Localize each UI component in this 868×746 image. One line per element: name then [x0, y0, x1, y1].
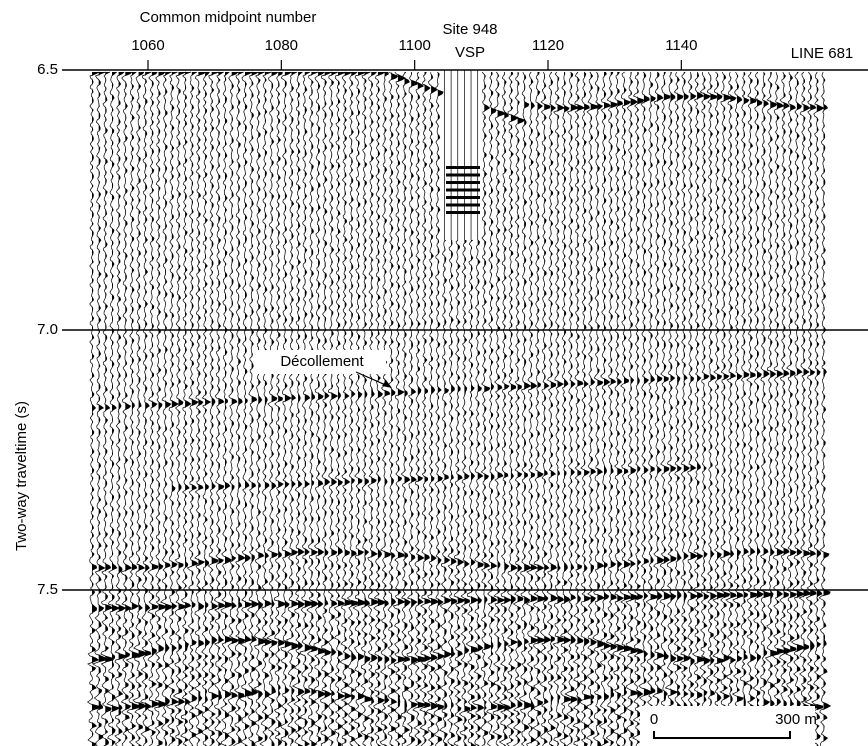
trace — [639, 72, 652, 746]
chart: Common midpoint number Site 948 VSP LINE… — [0, 0, 868, 746]
y-tick-label: 7.5 — [37, 581, 58, 598]
trace — [580, 72, 591, 746]
trace-fill — [345, 72, 354, 746]
vsp-band — [446, 174, 480, 177]
trace — [401, 72, 410, 746]
line-label: LINE 681 — [791, 45, 854, 62]
trace — [732, 72, 743, 746]
trace — [426, 72, 438, 746]
trace-fill — [577, 72, 584, 746]
x-tick-label: 1140 — [665, 37, 697, 54]
trace — [679, 72, 691, 746]
trace — [660, 72, 671, 746]
trace — [187, 72, 198, 746]
trace-fill — [824, 72, 831, 746]
vsp-band — [446, 204, 480, 207]
vsp-band — [446, 181, 480, 184]
x-tick-label: 1080 — [265, 37, 298, 54]
trace-fill — [165, 72, 172, 746]
trace-fill — [664, 72, 671, 746]
trace — [121, 72, 132, 746]
trace — [626, 72, 639, 746]
trace-fill — [351, 72, 358, 746]
trace — [587, 72, 599, 746]
trace — [327, 72, 338, 746]
vsp-band — [446, 196, 480, 199]
vsp-band — [446, 166, 480, 169]
trace-fill — [744, 72, 749, 746]
x-axis-title: Common midpoint number — [140, 9, 317, 26]
trace-fill — [92, 72, 100, 746]
trace-fill — [298, 72, 305, 746]
x-tick-label: 1100 — [399, 37, 431, 54]
x-tick-label: 1060 — [131, 37, 164, 54]
trace — [233, 72, 245, 746]
scale-bar-start: 0 — [650, 711, 658, 728]
trace — [420, 72, 432, 746]
y-axis-title: Two-way traveltime (s) — [13, 401, 30, 551]
trace-fill — [531, 72, 539, 746]
trace — [214, 72, 225, 746]
trace — [674, 72, 684, 746]
trace — [547, 72, 558, 746]
trace — [307, 72, 318, 746]
trace — [773, 72, 785, 746]
trace-fill — [790, 72, 797, 746]
x-tick-label: 1120 — [532, 37, 564, 54]
trace — [353, 72, 366, 746]
trace-fill — [624, 72, 632, 746]
trace — [646, 72, 657, 746]
trace-fill — [524, 72, 532, 746]
scale-bar-end: 300 m — [775, 711, 817, 728]
vsp-band — [446, 211, 480, 214]
trace — [347, 72, 358, 746]
annotation-text: Décollement — [280, 353, 364, 370]
trace-fill — [371, 72, 380, 746]
trace — [739, 72, 749, 746]
trace — [653, 72, 665, 746]
y-tick-label: 6.5 — [37, 61, 58, 78]
trace — [633, 72, 644, 746]
annotation-arrow — [356, 372, 388, 386]
annotation-arrowhead — [382, 380, 392, 388]
trace — [573, 72, 585, 746]
seismic-traces — [88, 70, 831, 746]
trace — [753, 72, 763, 746]
trace-fill — [311, 72, 318, 746]
trace — [388, 72, 398, 746]
trace-fill — [704, 72, 711, 746]
vsp-label: VSP — [455, 44, 485, 61]
y-tick-label: 7.0 — [37, 321, 58, 338]
trace-fill — [464, 240, 470, 746]
trace-fill — [172, 72, 179, 746]
trace-fill — [385, 72, 392, 746]
trace — [746, 72, 758, 746]
site-label: Site 948 — [442, 21, 497, 38]
trace — [440, 240, 452, 746]
trace — [619, 72, 631, 746]
trace — [260, 72, 272, 746]
trace-fill — [651, 72, 658, 746]
vsp-band — [446, 189, 480, 192]
trace — [565, 72, 578, 746]
trace-fill — [491, 72, 497, 746]
